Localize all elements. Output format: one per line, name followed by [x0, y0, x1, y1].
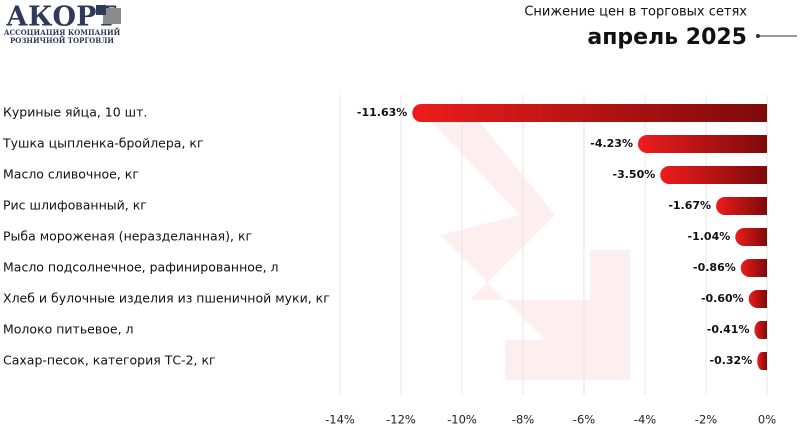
x-tick-label: -4%: [634, 413, 656, 427]
category-label: Рыба мороженая (неразделанная), кг: [3, 229, 252, 244]
category-label: Сахар-песок, категория ТС-2, кг: [3, 353, 216, 368]
category-label: Тушка цыпленка-бройлера, кг: [2, 136, 204, 151]
value-label: -1.67%: [668, 199, 711, 212]
logo-square: [103, 8, 121, 24]
logo-square: [96, 5, 106, 15]
chart-title: Снижение цен в торговых сетях: [524, 5, 747, 20]
decor-dot: [756, 34, 760, 38]
category-label: Куриные яйца, 10 шт.: [3, 105, 147, 120]
value-label: -11.63%: [357, 106, 407, 119]
bar: [716, 197, 767, 215]
bar: [660, 166, 767, 184]
category-label: Рис шлифованный, кг: [3, 198, 147, 213]
chart-subtitle: апрель 2025: [587, 25, 747, 50]
value-label: -0.32%: [710, 354, 753, 367]
x-tick-label: 0%: [758, 413, 776, 427]
value-label: -4.23%: [590, 137, 633, 150]
bar: [754, 321, 767, 339]
logo-tagline: АССОЦИАЦИЯ КОМПАНИЙ: [4, 27, 121, 37]
x-tick-label: -14%: [325, 413, 355, 427]
value-label: -0.60%: [701, 292, 744, 305]
value-label: -0.86%: [693, 261, 736, 274]
bar: [748, 290, 767, 308]
x-tick-label: -6%: [573, 413, 595, 427]
category-label: Масло сливочное, кг: [3, 167, 139, 182]
bar: [735, 228, 767, 246]
x-tick-label: -2%: [695, 413, 717, 427]
x-tick-label: -8%: [512, 413, 534, 427]
category-label: Хлеб и булочные изделия из пшеничной мук…: [3, 291, 330, 306]
bar: [757, 352, 767, 370]
value-label: -3.50%: [613, 168, 656, 181]
x-tick-label: -12%: [386, 413, 416, 427]
value-label: -1.04%: [688, 230, 731, 243]
bar: [637, 135, 767, 153]
background-arrow: [420, 110, 630, 380]
value-label: -0.41%: [707, 323, 750, 336]
x-tick-label: -10%: [447, 413, 477, 427]
category-label: Молоко питьевое, л: [3, 322, 134, 337]
bar: [740, 259, 767, 277]
category-label: Масло подсолнечное, рафинированное, л: [3, 260, 279, 275]
logo-tagline: РОЗНИЧНОЙ ТОРГОВЛИ: [10, 35, 114, 45]
bar: [412, 104, 767, 122]
logo: АКОРТ АССОЦИАЦИЯ КОМПАНИЙ РОЗНИЧНОЙ ТОРГ…: [4, 2, 121, 45]
